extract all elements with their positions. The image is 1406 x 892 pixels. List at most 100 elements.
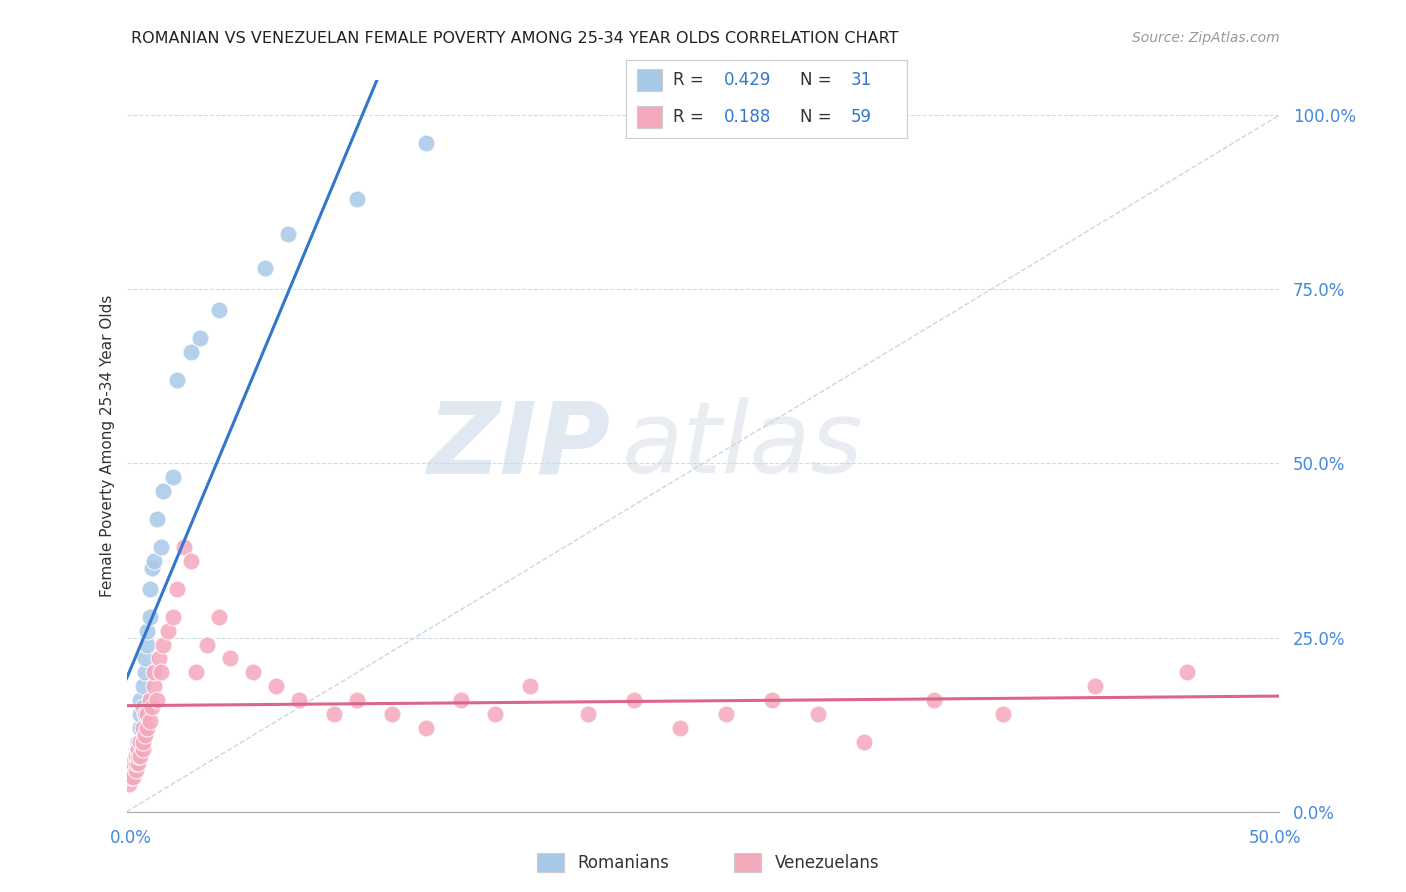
Point [131, 742, 153, 756]
Text: 31: 31 [851, 70, 872, 89]
Point [188, 331, 211, 345]
Point [242, 665, 264, 680]
Point [131, 735, 153, 749]
Point [208, 303, 231, 318]
Point [152, 484, 174, 499]
Point [136, 721, 159, 735]
Text: R =: R = [673, 70, 710, 89]
Y-axis label: Female Poverty Among 25-34 Year Olds: Female Poverty Among 25-34 Year Olds [100, 295, 115, 597]
Point [125, 756, 148, 770]
Point [118, 777, 141, 791]
Point [120, 770, 142, 784]
Point [127, 735, 149, 749]
Point [134, 665, 156, 680]
Point [761, 693, 783, 707]
Point [134, 707, 156, 722]
Point [1084, 679, 1107, 693]
Point [1175, 665, 1198, 680]
Point [266, 679, 288, 693]
Point [173, 540, 195, 554]
Point [131, 700, 153, 714]
Point [127, 749, 149, 764]
Point [120, 763, 142, 777]
Point [922, 693, 945, 707]
Point [152, 638, 174, 652]
Text: 0.188: 0.188 [724, 108, 772, 126]
Point [127, 749, 149, 764]
Point [131, 679, 153, 693]
Point [125, 749, 148, 764]
Point [484, 707, 506, 722]
Point [141, 561, 163, 575]
Point [136, 638, 159, 652]
Point [623, 693, 645, 707]
Point [166, 582, 188, 596]
Point [129, 707, 152, 722]
Point [143, 665, 166, 680]
Point [134, 651, 156, 665]
Point [346, 192, 368, 206]
Point [122, 770, 145, 784]
Point [138, 714, 160, 728]
Text: atlas: atlas [623, 398, 863, 494]
Point [184, 665, 207, 680]
Text: 50.0%: 50.0% [1249, 829, 1302, 847]
Point [381, 707, 404, 722]
Text: ZIP: ZIP [427, 398, 610, 494]
Text: Venezuelans: Venezuelans [775, 854, 880, 871]
Point [145, 693, 167, 707]
Point [162, 470, 184, 484]
Point [127, 742, 149, 756]
Point [138, 693, 160, 707]
Point [150, 540, 173, 554]
Point [219, 651, 242, 665]
Text: Romanians: Romanians [576, 854, 669, 871]
Point [143, 679, 166, 693]
Text: N =: N = [800, 108, 837, 126]
Text: ROMANIAN VS VENEZUELAN FEMALE POVERTY AMONG 25-34 YEAR OLDS CORRELATION CHART: ROMANIAN VS VENEZUELAN FEMALE POVERTY AM… [131, 31, 898, 46]
Text: R =: R = [673, 108, 710, 126]
Point [576, 707, 599, 722]
Point [125, 756, 148, 770]
Point [991, 707, 1014, 722]
Point [162, 609, 184, 624]
Point [166, 373, 188, 387]
Bar [637, 70, 662, 91]
Point [138, 609, 160, 624]
Point [122, 763, 145, 777]
Point [125, 763, 148, 777]
Point [277, 227, 299, 241]
Point [125, 749, 148, 764]
Text: Source: ZipAtlas.com: Source: ZipAtlas.com [1132, 31, 1279, 45]
Point [138, 582, 160, 596]
Point [129, 693, 152, 707]
Point [180, 345, 202, 359]
Point [519, 679, 541, 693]
Point [129, 735, 152, 749]
Point [323, 707, 346, 722]
Point [208, 609, 231, 624]
Point [129, 749, 152, 764]
Text: N =: N = [800, 70, 837, 89]
Point [136, 707, 159, 722]
Point [145, 512, 167, 526]
Text: 59: 59 [851, 108, 872, 126]
Point [346, 693, 368, 707]
Text: 0.429: 0.429 [724, 70, 772, 89]
Bar [637, 106, 662, 128]
Point [157, 624, 180, 638]
Point [288, 693, 311, 707]
Point [415, 136, 437, 150]
Point [127, 756, 149, 770]
Point [120, 770, 142, 784]
Point [141, 700, 163, 714]
Point [714, 707, 737, 722]
Point [148, 651, 170, 665]
Point [122, 756, 145, 770]
Point [853, 735, 876, 749]
Point [180, 554, 202, 568]
Point [129, 721, 152, 735]
Point [669, 721, 692, 735]
Text: 0.0%: 0.0% [110, 829, 152, 847]
Bar [537, 853, 564, 872]
